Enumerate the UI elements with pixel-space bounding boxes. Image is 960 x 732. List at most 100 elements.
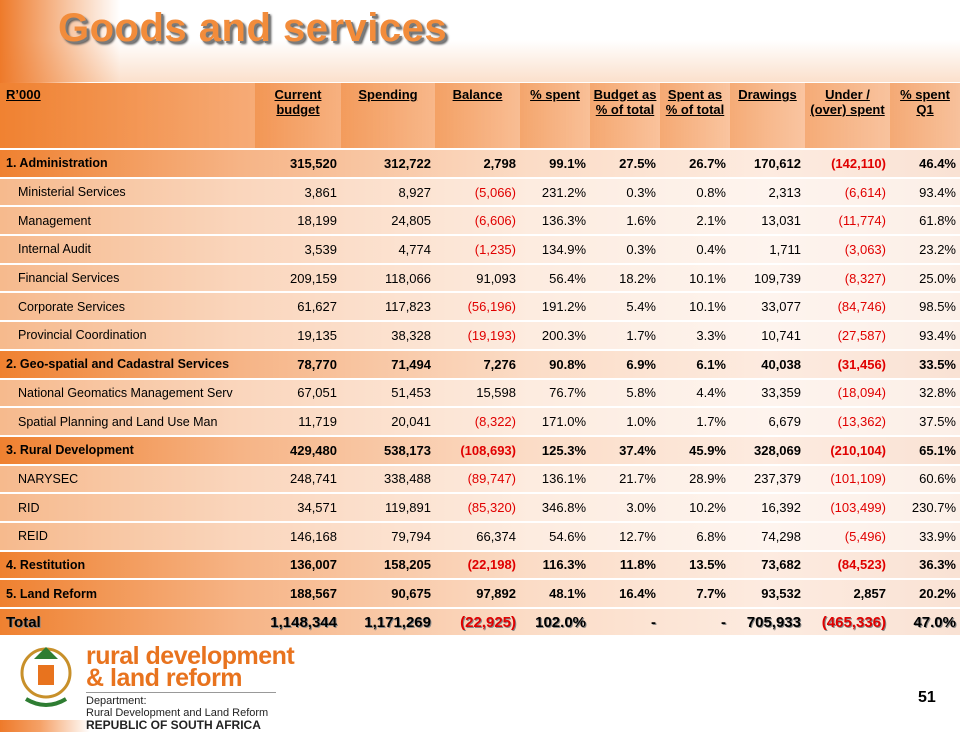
row-label: 1. Administration — [0, 148, 255, 178]
cell: 170,612 — [730, 148, 805, 178]
cell: (142,110) — [805, 148, 890, 178]
cell: 10.2% — [660, 492, 730, 522]
cell: 34,571 — [255, 492, 341, 522]
cell: 33,077 — [730, 291, 805, 322]
column-header: Balance — [435, 83, 520, 150]
cell: 1,171,269 — [341, 607, 435, 636]
row-label: 2. Geo-spatial and Cadastral Services — [0, 348, 255, 379]
cell: (31,456) — [805, 348, 890, 379]
cell: 65.1% — [890, 434, 960, 465]
cell: 125.3% — [520, 434, 590, 465]
cell: (22,925) — [435, 607, 520, 636]
row-label: Financial Services — [0, 262, 255, 293]
cell: 5.4% — [590, 291, 660, 322]
cell: 21.7% — [590, 463, 660, 494]
cell: (210,104) — [805, 434, 890, 465]
cell: 188,567 — [255, 578, 341, 608]
cell: 74,298 — [730, 520, 805, 551]
cell: 0.4% — [660, 234, 730, 264]
cell: 1.0% — [590, 406, 660, 436]
cell: 38,328 — [341, 320, 435, 350]
cell: 1.6% — [590, 205, 660, 236]
cell: 2.1% — [660, 205, 730, 236]
table-row: 2. Geo-spatial and Cadastral Services 78,… — [0, 348, 960, 379]
cell: (19,193) — [435, 320, 520, 350]
cell: (6,606) — [435, 205, 520, 236]
cell: 1.7% — [660, 406, 730, 436]
table-row: REID 146,168 79,794 66,374 54.6% 12.7% 6.8% 74,… — [0, 520, 960, 551]
cell: 191.2% — [520, 291, 590, 322]
cell: 346.8% — [520, 492, 590, 522]
cell: 13,031 — [730, 205, 805, 236]
row-label: 5. Land Reform — [0, 578, 255, 608]
cell: - — [660, 607, 730, 636]
cell: 3,539 — [255, 234, 341, 264]
cell: 56.4% — [520, 262, 590, 293]
cell: 71,494 — [341, 348, 435, 379]
row-label: Management — [0, 205, 255, 236]
cell: - — [590, 607, 660, 636]
slide-title: Goods and services — [58, 6, 448, 50]
cell: 312,722 — [341, 148, 435, 178]
cell: 338,488 — [341, 463, 435, 494]
cell: (85,320) — [435, 492, 520, 522]
cell: 93.4% — [890, 176, 960, 207]
table-row: 4. Restitution 136,007 158,205 (22,198) 116.… — [0, 549, 960, 580]
cell: 200.3% — [520, 320, 590, 350]
cell: (8,322) — [435, 406, 520, 436]
cell: 61.8% — [890, 205, 960, 236]
row-label: National Geomatics Management Serv — [0, 377, 255, 408]
cell: 33.5% — [890, 348, 960, 379]
cell: 136.1% — [520, 463, 590, 494]
cell: (11,774) — [805, 205, 890, 236]
cell: 76.7% — [520, 377, 590, 408]
cell: 0.8% — [660, 176, 730, 207]
cell: 20.2% — [890, 578, 960, 608]
cell: 25.0% — [890, 262, 960, 293]
cell: 11,719 — [255, 406, 341, 436]
top-band — [0, 0, 960, 82]
table-row: Ministerial Services 3,861 8,927 (5,066) 231… — [0, 176, 960, 207]
cell: (89,747) — [435, 463, 520, 494]
column-header: Spending — [341, 83, 435, 150]
table-row: Total 1,148,344 1,171,269 (22,925) 102.0% - -7… — [0, 607, 960, 636]
cell: 67,051 — [255, 377, 341, 408]
logo-text: rural development & land reform Departme… — [86, 644, 295, 731]
cell: 8,927 — [341, 176, 435, 207]
cell: 23.2% — [890, 234, 960, 264]
column-header: Drawings — [730, 83, 805, 150]
cell: 79,794 — [341, 520, 435, 551]
cell: 99.1% — [520, 148, 590, 178]
cell: (13,362) — [805, 406, 890, 436]
cell: 33,359 — [730, 377, 805, 408]
cell: 46.4% — [890, 148, 960, 178]
cell: (108,693) — [435, 434, 520, 465]
cell: 51,453 — [341, 377, 435, 408]
cell: 429,480 — [255, 434, 341, 465]
cell: 10.1% — [660, 262, 730, 293]
cell: 54.6% — [520, 520, 590, 551]
budget-table: R’000 Current budget Spending Balance% spen… — [0, 83, 960, 636]
logo-line: & land reform — [86, 664, 243, 692]
cell: 230.7% — [890, 492, 960, 522]
cell: 5.8% — [590, 377, 660, 408]
cell: 1,148,344 — [255, 607, 341, 636]
table-row: NARYSEC 248,741 338,488 (89,747) 136.1% 21.7%… — [0, 463, 960, 494]
table-row: 5. Land Reform 188,567 90,675 97,892 48.1% 16… — [0, 578, 960, 608]
cell: 20,041 — [341, 406, 435, 436]
cell: 47.0% — [890, 607, 960, 636]
cell: (8,327) — [805, 262, 890, 293]
cell: 248,741 — [255, 463, 341, 494]
cell: (5,496) — [805, 520, 890, 551]
column-header: % spent — [520, 83, 590, 150]
cell: (1,235) — [435, 234, 520, 264]
row-label: Provincial Coordination — [0, 320, 255, 350]
column-header: % spent Q1 — [890, 83, 960, 150]
cell: (18,094) — [805, 377, 890, 408]
cell: 11.8% — [590, 549, 660, 580]
cell: 0.3% — [590, 234, 660, 264]
cell: 66,374 — [435, 520, 520, 551]
row-label: Total — [0, 607, 255, 636]
cell: 7.7% — [660, 578, 730, 608]
table-row: 3. Rural Development 429,480 538,173 (108,6… — [0, 434, 960, 465]
